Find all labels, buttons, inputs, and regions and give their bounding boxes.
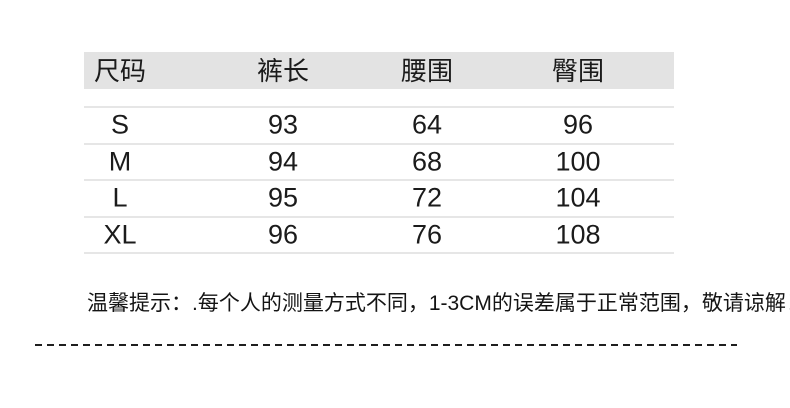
cell-pants-length: 94 bbox=[267, 146, 299, 177]
cell-pants-length: 93 bbox=[267, 109, 299, 140]
cell-pants-length: 95 bbox=[267, 182, 299, 213]
table-body: S 93 64 96 M 94 68 100 L 95 72 104 XL 96… bbox=[84, 106, 674, 254]
cell-size: L bbox=[112, 182, 128, 213]
table-row-m: M 94 68 100 bbox=[84, 142, 674, 180]
cell-size: XL bbox=[103, 219, 137, 250]
cell-hip: 100 bbox=[555, 146, 601, 177]
cell-waist: 64 bbox=[411, 109, 443, 140]
cell-pants-length: 96 bbox=[267, 219, 299, 250]
table-row-xl: XL 96 76 108 bbox=[84, 215, 674, 253]
cell-hip: 108 bbox=[555, 219, 601, 250]
table-header-row: 尺码 裤长 腰围 臀围 bbox=[84, 52, 674, 89]
cell-waist: 76 bbox=[411, 219, 443, 250]
table-row-l: L 95 72 104 bbox=[84, 179, 674, 216]
column-header-size: 尺码 bbox=[93, 55, 147, 86]
cell-size: M bbox=[108, 146, 132, 177]
reminder-note: 温馨提示：.每个人的测量方式不同，1-3CM的误差属于正常范围，敬请谅解！ bbox=[87, 292, 790, 315]
column-header-hip: 臀围 bbox=[551, 55, 605, 86]
cell-size: S bbox=[110, 109, 130, 140]
cell-hip: 96 bbox=[562, 109, 594, 140]
column-header-waist: 腰围 bbox=[400, 55, 454, 86]
table-row-s: S 93 64 96 bbox=[84, 106, 674, 143]
column-header-pants-length: 裤长 bbox=[256, 55, 310, 86]
cell-hip: 104 bbox=[555, 182, 601, 213]
cell-waist: 72 bbox=[411, 182, 443, 213]
cell-waist: 68 bbox=[411, 146, 443, 177]
dashed-divider bbox=[35, 344, 737, 346]
